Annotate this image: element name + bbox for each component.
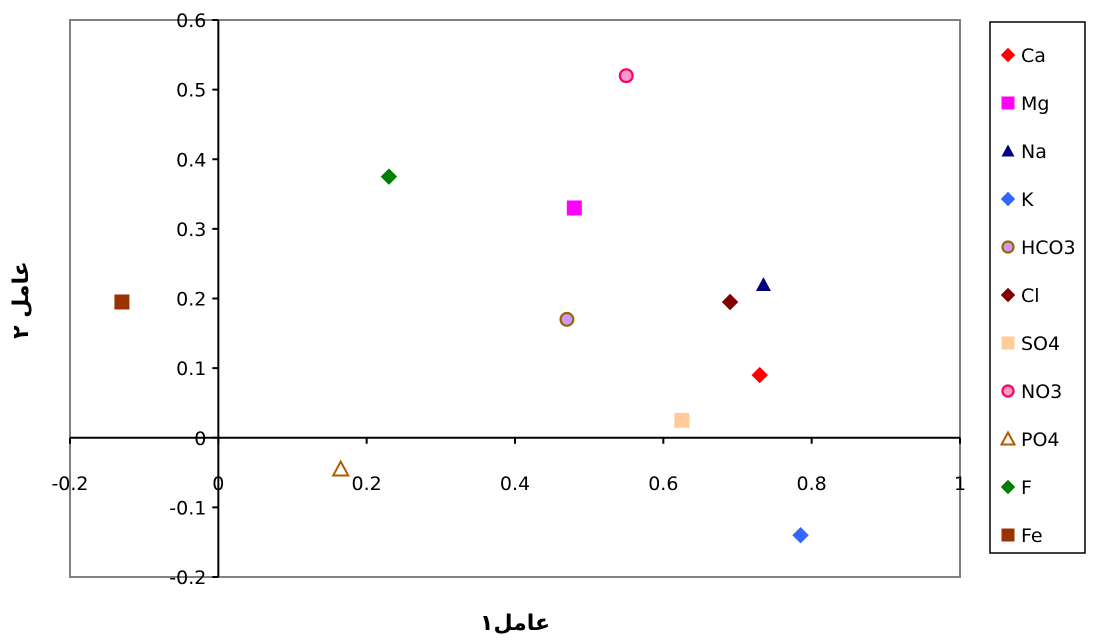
legend-marker-hco3: [1001, 240, 1015, 254]
point-cl: [721, 293, 739, 311]
legend-label-po4: PO4: [1021, 429, 1060, 451]
point-na: [755, 277, 771, 291]
y-tick-label: 0: [194, 428, 206, 450]
y-tick-label: 0.6: [176, 10, 206, 32]
point-hco3: [559, 311, 575, 327]
legend-label-k: K: [1021, 189, 1034, 211]
point-po4: [331, 459, 350, 477]
point-mg: [566, 200, 582, 216]
legend-marker-so4: [1001, 336, 1015, 350]
legend-marker-ca: [1000, 47, 1016, 63]
x-tick-label: 1: [954, 473, 966, 495]
tick-labels: -0.2 -0.1 0 0.1 0.2 0.3 0.4 0.5 0.6 -0.2 0 0.2 0.4 0.…: [51, 10, 966, 589]
legend: Ca Mg Na K HCO3 Cl SO4 NO3 PO4 F Fe: [999, 45, 1076, 547]
legend-marker-na: [1001, 144, 1015, 157]
x-tick-label: 0.6: [648, 473, 678, 495]
legend-marker-fe: [1001, 528, 1015, 542]
legend-label-no3: NO3: [1021, 381, 1062, 403]
legend-marker-po4: [999, 430, 1017, 446]
legend-box: [989, 21, 1086, 554]
legend-label-na: Na: [1021, 141, 1047, 163]
y-tick-label: 0.5: [176, 80, 206, 102]
legend-label-cl: Cl: [1021, 285, 1040, 307]
point-fe: [114, 294, 130, 310]
legend-label-ca: Ca: [1021, 45, 1046, 67]
legend-label-f: F: [1021, 477, 1032, 499]
y-tick-label: -0.1: [169, 497, 206, 519]
legend-label-fe: Fe: [1021, 525, 1043, 547]
legend-label-so4: SO4: [1021, 333, 1060, 355]
legend-marker-k: [1000, 191, 1016, 207]
point-no3: [618, 68, 634, 84]
y-tick-label: 0.1: [176, 358, 206, 380]
x-axis-title: عامل۱: [480, 611, 550, 636]
y-tick-label: 0.2: [176, 289, 206, 311]
point-f: [380, 168, 398, 185]
x-tick-label: 0.4: [500, 473, 530, 495]
legend-label-hco3: HCO3: [1021, 237, 1076, 259]
y-tick-label: -0.2: [169, 567, 206, 589]
y-tick-label: 0.3: [176, 219, 206, 241]
x-tick-label: 0.8: [797, 473, 827, 495]
axes: [69, 19, 961, 578]
x-tick-label: 0.2: [352, 473, 382, 495]
legend-marker-f: [1000, 479, 1016, 495]
legend-label-mg: Mg: [1021, 93, 1049, 115]
legend-marker-cl: [1000, 287, 1016, 303]
point-ca: [751, 366, 768, 384]
x-tick-label: -0.2: [51, 473, 88, 495]
data-points: [114, 68, 809, 544]
legend-marker-no3: [1001, 384, 1015, 398]
x-tick-label: 0: [212, 473, 224, 495]
point-k: [792, 527, 809, 544]
legend-marker-mg: [1001, 96, 1015, 110]
point-so4: [674, 412, 690, 428]
y-tick-label: 0.4: [176, 149, 206, 171]
y-axis-title: عامل ۲: [9, 261, 34, 339]
